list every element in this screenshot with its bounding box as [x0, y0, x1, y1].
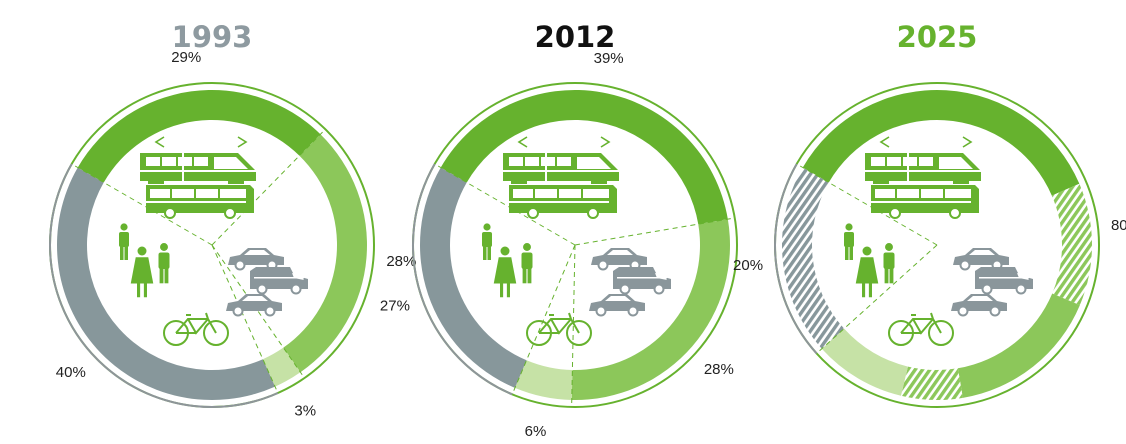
pct-label-1993-public-transport: 29% — [171, 49, 201, 66]
car-outline-2012 — [412, 163, 513, 396]
tram-icon — [865, 136, 981, 184]
tram-icon — [140, 136, 256, 184]
bus-icon — [509, 185, 617, 219]
year-title-1993: 1993 — [172, 20, 253, 54]
segment-2025-sustainable-modes-3 — [900, 366, 963, 400]
pedestrians-icon — [482, 223, 533, 298]
segment-2025-sustainable-modes-0 — [802, 90, 1080, 196]
van-icon — [975, 267, 1033, 295]
bus-icon — [871, 185, 979, 219]
car-icon — [589, 294, 645, 317]
divider-2025 — [796, 163, 938, 246]
year-title-2012: 2012 — [535, 20, 616, 54]
car-icon — [591, 248, 647, 271]
segment-1993-car — [56, 167, 276, 400]
van-icon — [613, 267, 671, 295]
pct-label-2025-car: 20% — [733, 257, 763, 274]
divider-2012 — [511, 244, 576, 395]
pct-label-2012-public-transport: 39% — [594, 50, 624, 67]
pct-label-1993-cycling: 3% — [294, 403, 316, 420]
van-icon — [250, 267, 308, 295]
car-icon — [953, 248, 1009, 271]
segment-2025-sustainable-modes-1 — [1051, 183, 1092, 306]
pct-label-2012-walking: 28% — [704, 361, 734, 378]
car-icon — [951, 294, 1007, 317]
car-outline-1993 — [49, 163, 279, 408]
pct-label-2012-car: 27% — [380, 298, 410, 315]
divider-2025 — [816, 244, 938, 354]
tram-icon — [503, 136, 619, 184]
segment-1993-cycling — [262, 347, 301, 387]
pedestrians-icon — [119, 223, 170, 298]
pct-label-1993-car: 40% — [56, 364, 86, 381]
segment-2025-sustainable-modes-2 — [957, 293, 1080, 398]
segment-2012-public-transport — [440, 90, 728, 225]
car-icon — [226, 294, 282, 317]
pct-label-1993-walking: 28% — [386, 253, 416, 270]
bicycle-icon — [526, 312, 592, 346]
divider-2012 — [571, 244, 576, 407]
car-outline-2025 — [774, 163, 818, 355]
bus-icon — [146, 185, 254, 219]
car-icon — [228, 248, 284, 271]
segment-2012-cycling — [514, 360, 573, 400]
segment-2012-car — [419, 167, 527, 388]
pct-label-2025-sustainable-modes: 80% — [1111, 217, 1126, 234]
pct-label-2012-cycling: 6% — [525, 423, 547, 440]
segment-1993-public-transport — [77, 90, 321, 183]
segment-2012-walking — [571, 219, 730, 401]
divider-2012 — [434, 163, 576, 246]
segment-2025-car — [781, 167, 845, 349]
segment-1993-walking — [283, 134, 368, 373]
bicycle-icon — [888, 312, 954, 346]
divider-2012 — [574, 217, 735, 246]
divider-1993 — [71, 163, 213, 246]
divider-1993 — [211, 244, 305, 379]
segment-2025-sustainable-modes-4 — [821, 328, 908, 396]
divider-1993 — [211, 244, 279, 394]
pedestrians-icon — [844, 223, 895, 298]
bicycle-icon — [163, 312, 229, 346]
year-title-2025: 2025 — [897, 20, 978, 54]
divider-1993 — [211, 128, 326, 246]
